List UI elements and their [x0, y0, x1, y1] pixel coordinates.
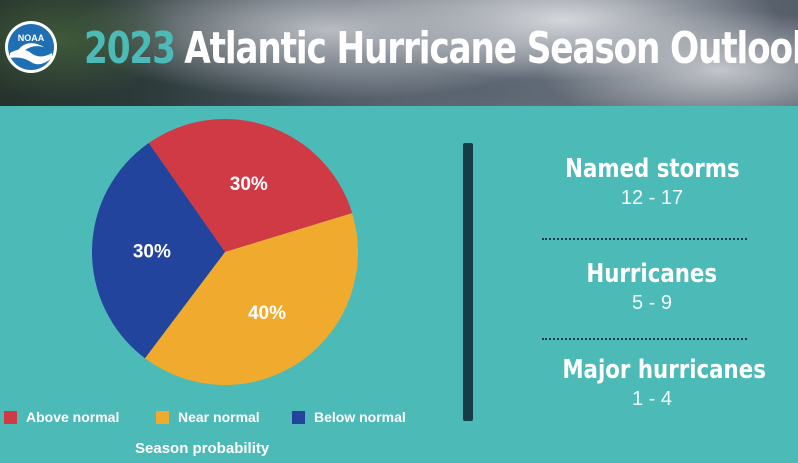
- stat-value: 1 - 4: [540, 387, 764, 411]
- stat-label: Hurricanes: [587, 257, 718, 291]
- stat-label: Named storms: [565, 152, 740, 186]
- stat-hurricanes: Hurricanes 5 - 9: [540, 257, 764, 315]
- season-probability-pie-chart: 30% 40% 30%: [80, 115, 370, 390]
- stat-major-hurricanes: Major hurricanes 1 - 4: [540, 353, 764, 411]
- stat-separator: [542, 338, 747, 340]
- title-year: 2023: [84, 23, 175, 74]
- stat-separator: [542, 238, 747, 240]
- vertical-divider: [463, 143, 473, 421]
- legend-swatch: [156, 411, 169, 424]
- page-title: 2023 Atlantic Hurricane Season Outlook: [84, 14, 798, 84]
- stat-named-storms: Named storms 12 - 17: [540, 152, 764, 210]
- pie-data-label: 30%: [133, 242, 171, 263]
- noaa-logo-text: NOAA: [18, 33, 45, 43]
- header-banner: NOAA 2023 Atlantic Hurricane Season Outlo…: [0, 0, 798, 106]
- legend-label: Above normal: [26, 406, 119, 428]
- title-text: Atlantic Hurricane Season Outlook: [184, 23, 798, 74]
- legend-swatch: [4, 411, 17, 424]
- chart-caption: Season probability: [135, 438, 269, 460]
- legend-swatch: [292, 411, 305, 424]
- pie-data-label: 40%: [248, 303, 286, 324]
- pie-data-label: 30%: [230, 174, 268, 195]
- noaa-logo: NOAA: [4, 20, 58, 74]
- legend-label: Below normal: [314, 406, 406, 428]
- stat-label: Major hurricanes: [562, 353, 766, 387]
- stat-value: 12 - 17: [540, 186, 764, 210]
- legend-label: Near normal: [178, 406, 260, 428]
- stat-value: 5 - 9: [540, 291, 764, 315]
